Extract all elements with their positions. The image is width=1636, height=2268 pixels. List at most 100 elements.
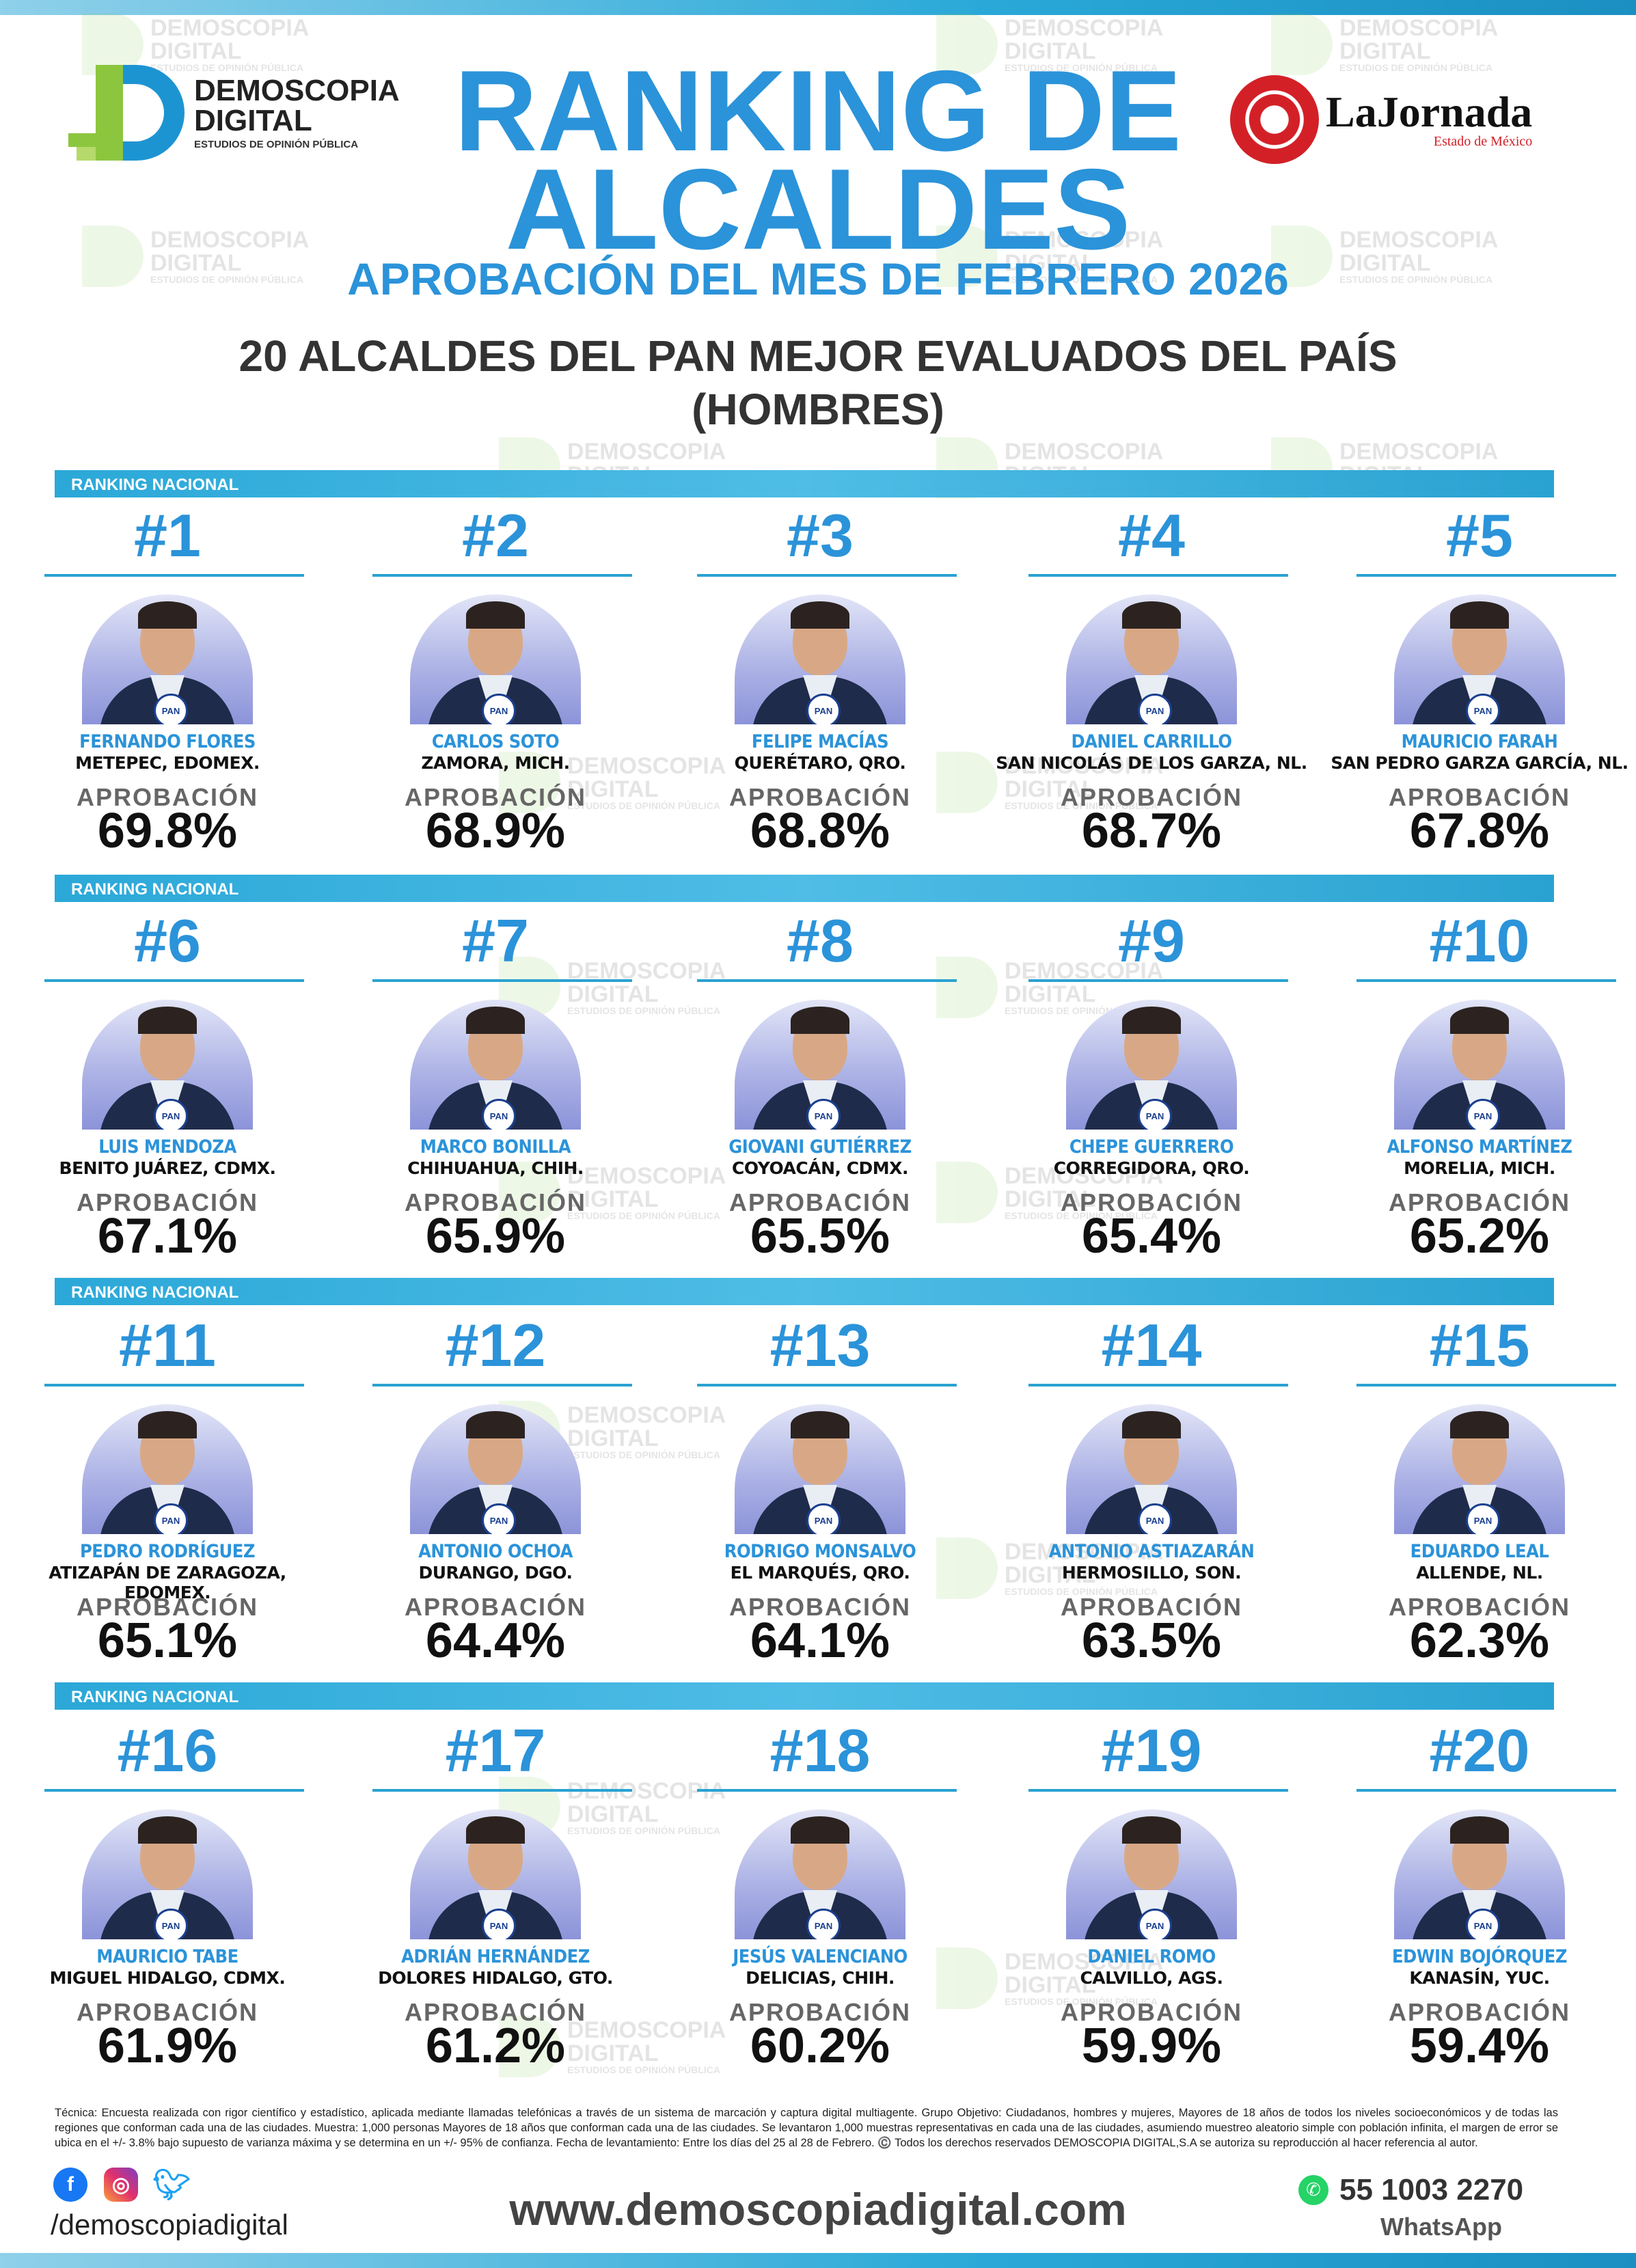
mayor-photo: PAN [1394,1809,1565,1939]
mayor-photo: PAN [410,1809,581,1939]
social-handle[interactable]: /demoscopiadigital [51,2209,288,2241]
ranking-row-bar: RANKING NACIONAL [55,1278,1554,1305]
approval-value: 62.3% [1409,1613,1550,1668]
social-links: f ◎ 🐦︎ [53,2168,191,2202]
approval-label: APROBACIÓN [1388,1188,1570,1216]
rank-underline [372,979,632,982]
mayor-name: EDWIN BOJÓRQUEZ [1391,1946,1568,1967]
ranking-row-bar: RANKING NACIONAL [55,1682,1554,1710]
mayor-name: FELIPE MACÍAS [751,731,889,752]
twitter-icon[interactable]: 🐦︎ [152,2168,191,2202]
approval-label: APROBACIÓN [404,1998,586,2026]
rank-underline [1356,1789,1616,1792]
rank-underline [44,979,304,982]
mayor-name: EDUARDO LEAL [1410,1541,1549,1562]
approval-label: APROBACIÓN [1060,1593,1242,1621]
approval-value: 64.4% [425,1613,566,1668]
ranking-row-label: RANKING NACIONAL [71,476,239,494]
approval-label: APROBACIÓN [1388,1998,1570,2026]
mayor-place: DELICIAS, CHIH. [746,1968,895,1988]
pan-badge-icon: PAN [482,1909,516,1939]
approval-value: 65.4% [1081,1209,1222,1263]
mayor-photo: PAN [735,1404,905,1534]
rank-underline [372,1384,632,1386]
mayor-name: ALFONSO MARTÍNEZ [1387,1136,1572,1158]
approval-value: 68.9% [425,804,566,858]
approval-value: 68.8% [750,804,890,858]
demoscopia-logo-line2: DIGITAL [194,103,312,137]
approval-value: 59.9% [1081,2019,1222,2073]
demoscopia-logo: DEMOSCOPIA DIGITAL ESTUDIOS DE OPINIÓN P… [68,65,400,161]
whatsapp-label: WhatsApp [1380,2213,1502,2241]
mayor-name: DANIEL ROMO [1087,1946,1216,1967]
pan-badge-icon: PAN [154,1909,188,1939]
approval-label: APROBACIÓN [1060,783,1242,811]
website-link[interactable]: www.demoscopiadigital.com [509,2184,1127,2235]
pan-badge-icon: PAN [154,1503,188,1534]
rank-number: #6 [134,907,201,974]
mayor-place: COYOACÁN, CDMX. [732,1158,908,1178]
rank-underline [1028,1384,1288,1386]
rank-number: #4 [1118,502,1185,569]
mayor-place: METEPEC, EDOMEX. [75,753,260,773]
approval-label: APROBACIÓN [728,783,911,811]
la-jornada-sub: Estado de México [1433,133,1533,149]
mayor-photo: PAN [1066,1404,1237,1534]
mayor-place: QUERÉTARO, QRO. [734,753,906,773]
mayor-place: EL MARQUÉS, QRO. [730,1563,910,1583]
approval-label: APROBACIÓN [404,783,586,811]
mayor-name: MAURICIO TABE [96,1946,238,1967]
rank-number: #1 [134,502,201,569]
subtitle: APROBACIÓN DEL MES DE FEBRERO 2026 [347,254,1289,304]
approval-label: APROBACIÓN [728,1998,911,2026]
approval-value: 65.5% [750,1209,890,1263]
mayor-name: LUIS MENDOZA [98,1136,236,1158]
approval-value: 68.7% [1081,804,1222,858]
pan-badge-icon: PAN [1466,1909,1500,1939]
approval-label: APROBACIÓN [1388,783,1570,811]
approval-label: APROBACIÓN [404,1188,586,1216]
mayor-photo: PAN [735,1000,905,1130]
mayor-place: BENITO JUÁREZ, CDMX. [59,1158,276,1178]
mayor-place: KANASÍN, YUC. [1409,1968,1550,1988]
facebook-icon[interactable]: f [53,2168,87,2202]
pan-badge-icon: PAN [1466,1099,1500,1130]
ranking-row-bar: RANKING NACIONAL [55,470,1554,497]
rank-number: #15 [1429,1311,1530,1379]
mayor-place: CHIHUAHUA, CHIH. [407,1158,584,1178]
approval-label: APROBACIÓN [728,1188,911,1216]
whatsapp-contact[interactable]: ✆ 55 1003 2270 [1298,2173,1523,2207]
approval-label: APROBACIÓN [404,1593,586,1621]
instagram-icon[interactable]: ◎ [104,2168,138,2202]
rank-number: #12 [445,1311,546,1379]
rank-number: #20 [1429,1717,1530,1784]
pan-badge-icon: PAN [154,1099,188,1130]
mayor-name: MARCO BONILLA [420,1136,571,1158]
whatsapp-phone: 55 1003 2270 [1339,2173,1524,2206]
title-line2: ALCALDES [505,145,1131,273]
rank-number: #11 [119,1311,216,1379]
pan-badge-icon: PAN [806,694,841,724]
rank-underline [697,1789,957,1792]
pan-badge-icon: PAN [154,694,188,724]
rank-underline [44,1384,304,1386]
approval-label: APROBACIÓN [76,1998,258,2026]
mayor-place: ALLENDE, NL. [1416,1563,1543,1583]
mayor-place: MIGUEL HIDALGO, CDMX. [49,1968,286,1988]
heading-line2: (HOMBRES) [692,385,944,435]
mayor-place: DOLORES HIDALGO, GTO. [378,1968,613,1988]
approval-label: APROBACIÓN [728,1593,911,1621]
ranking-row-label: RANKING NACIONAL [71,1688,239,1706]
approval-value: 61.2% [425,2019,566,2073]
rank-number: #8 [787,907,854,974]
mayor-photo: PAN [1394,1000,1565,1130]
mayor-name: ANTONIO OCHOA [418,1541,573,1562]
mayor-photo: PAN [1066,595,1237,724]
pan-badge-icon: PAN [482,1099,516,1130]
la-jornada-name: LaJornada [1326,87,1533,136]
rank-underline [697,1384,957,1386]
mayor-name: ANTONIO ASTIAZARÁN [1048,1541,1255,1562]
ranking-row-label: RANKING NACIONAL [71,1283,239,1302]
approval-value: 60.2% [750,2019,890,2073]
heading-line1: 20 ALCALDES DEL PAN MEJOR EVALUADOS DEL … [238,331,1398,381]
